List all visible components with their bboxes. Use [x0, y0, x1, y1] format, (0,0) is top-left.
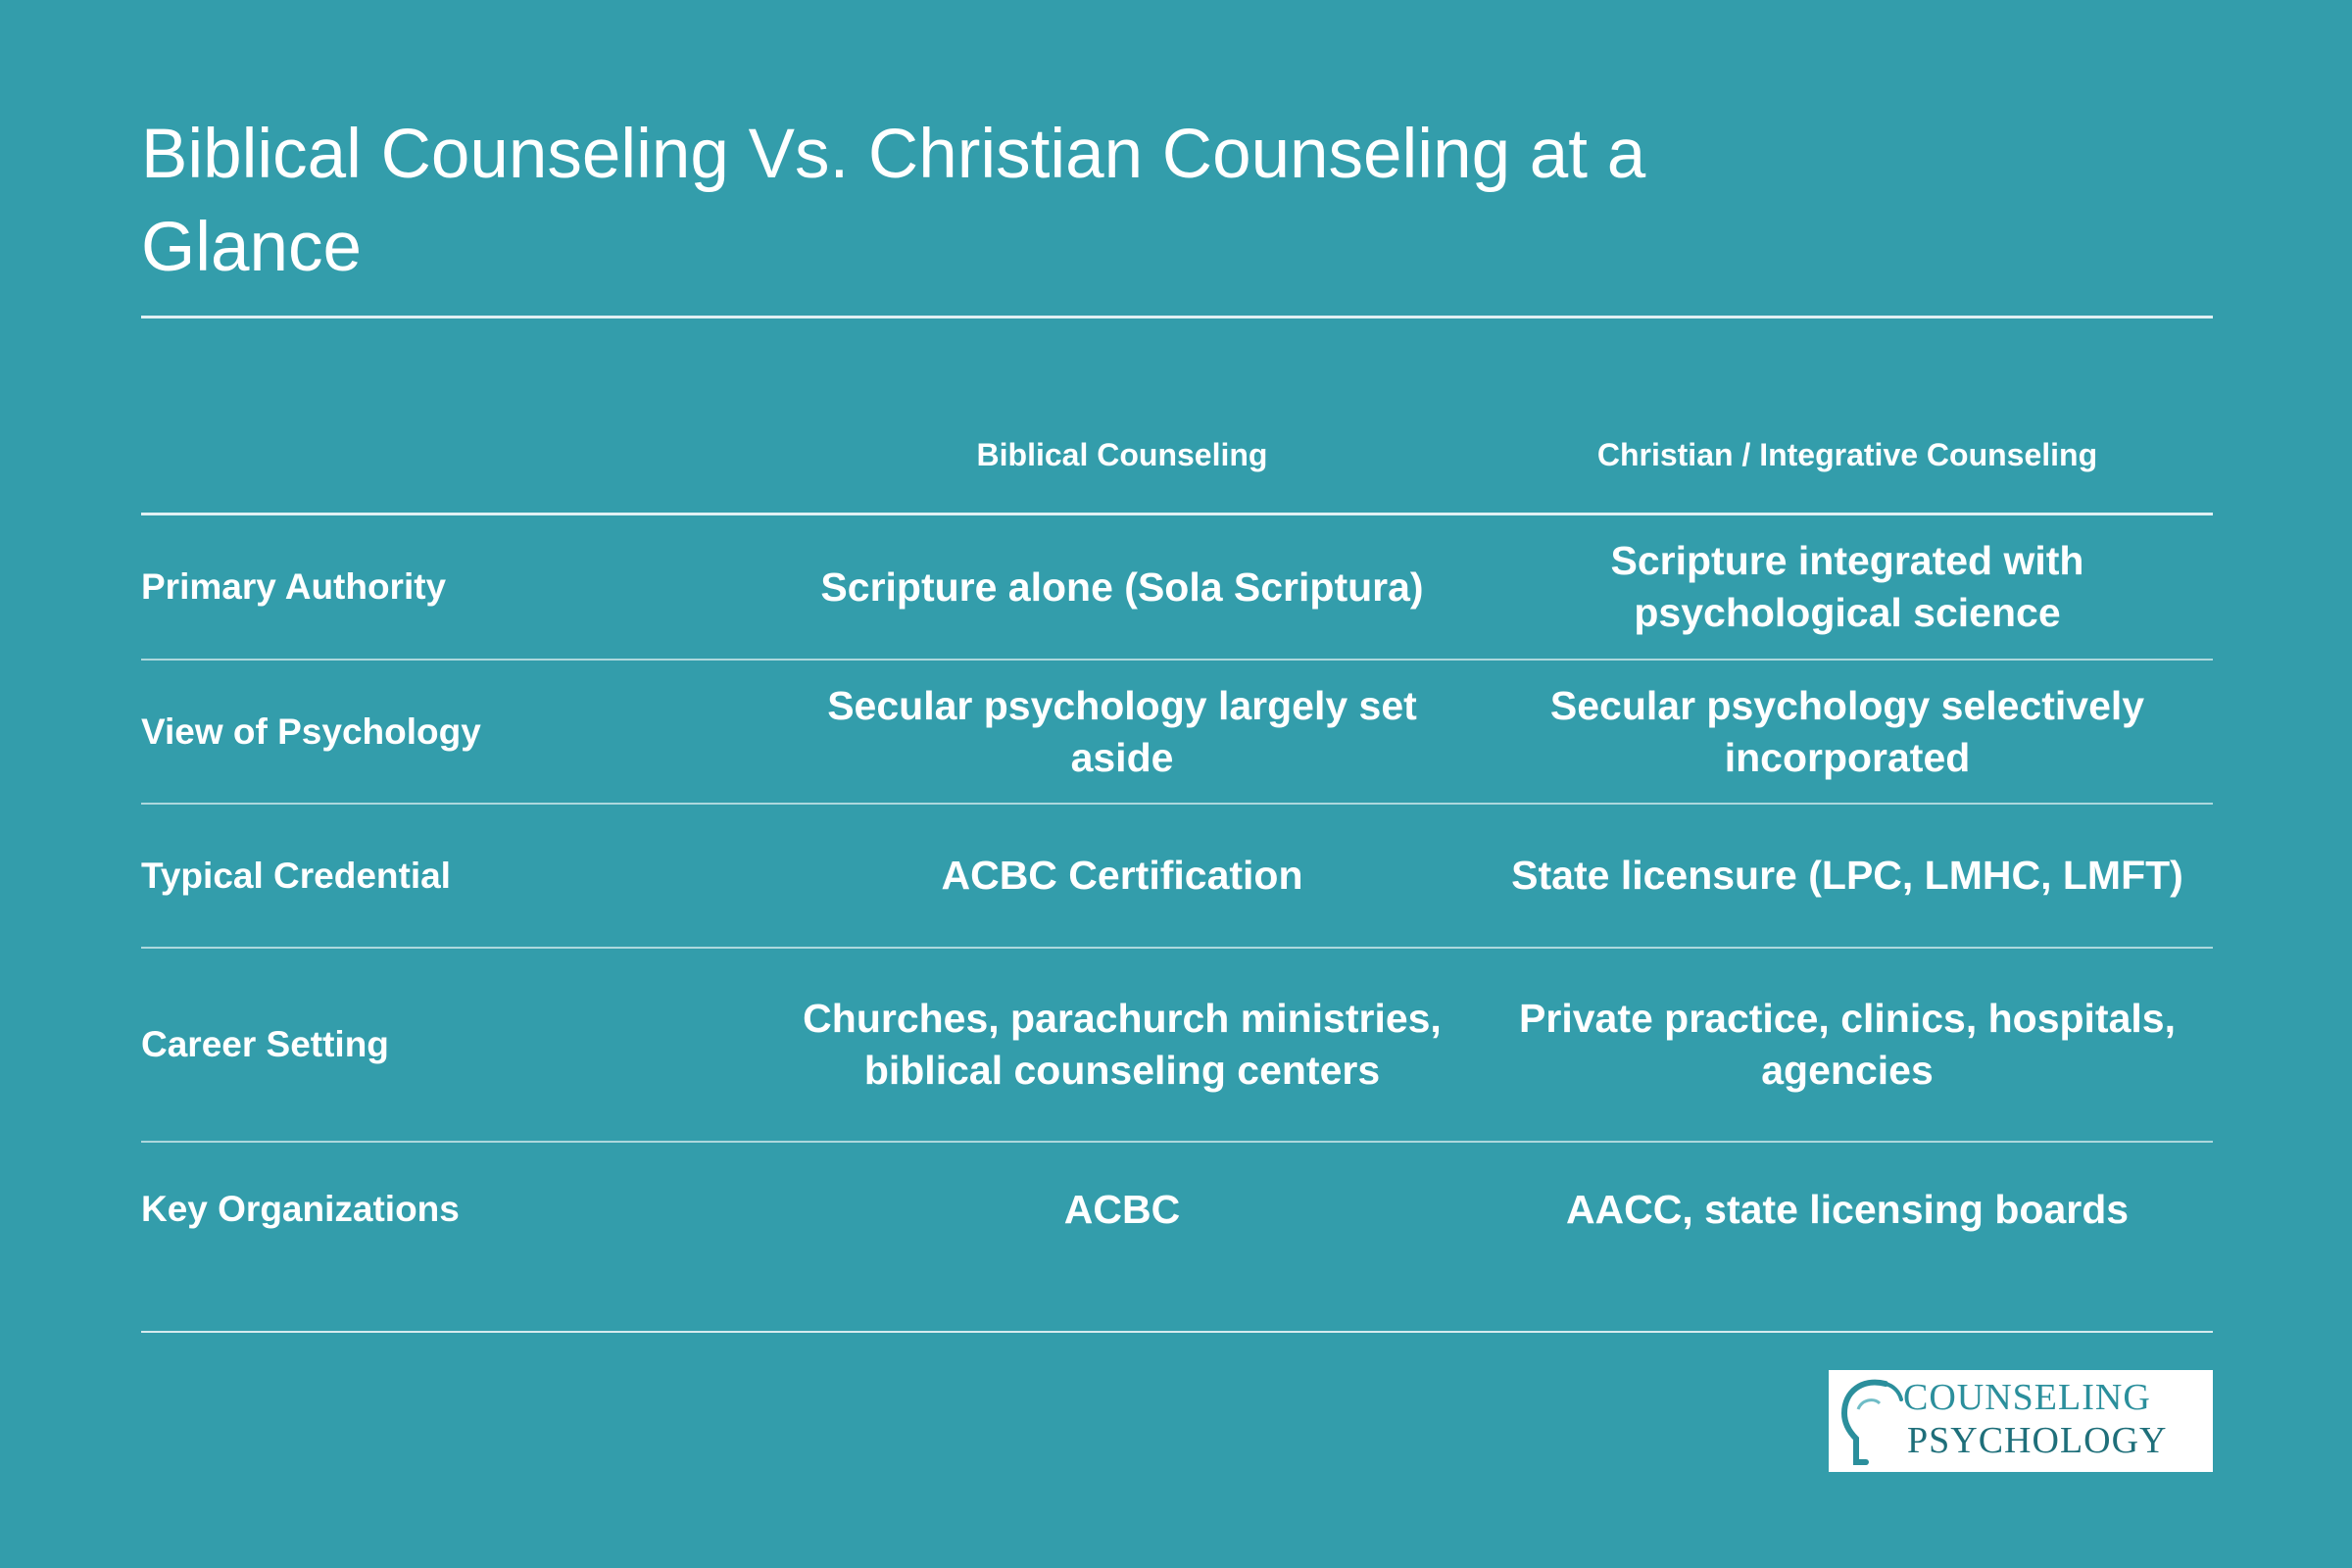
bottom-divider	[141, 1331, 2213, 1333]
cell-christian: State licensure (LPC, LMHC, LMFT)	[1511, 853, 2183, 898]
row-divider	[141, 947, 2213, 949]
logo-text-line1: COUNSELING	[1903, 1377, 2151, 1418]
header-divider	[141, 513, 2213, 515]
row-label: Career Setting	[141, 1024, 389, 1064]
cell-biblical: Scripture alone (Sola Scriptura)	[820, 564, 1424, 610]
row-divider	[141, 659, 2213, 661]
row-label: Primary Authority	[141, 566, 447, 607]
row-divider	[141, 1141, 2213, 1143]
table-row: Primary Authority Scripture alone (Sola …	[141, 515, 2213, 659]
cell-christian: Scripture integrated with psychological …	[1610, 538, 2084, 635]
cell-christian: AACC, state licensing boards	[1565, 1186, 2130, 1232]
head-profile-icon	[1840, 1379, 1903, 1465]
row-label: Key Organizations	[141, 1189, 460, 1229]
title-divider	[141, 316, 2213, 318]
logo-text-line2: PSYCHOLOGY	[1907, 1420, 2168, 1461]
cell-christian: Secular psychology selectively incorpora…	[1549, 682, 2145, 780]
cell-biblical: Churches, parachurch ministries, biblica…	[803, 996, 1442, 1093]
cell-biblical: ACBC	[1063, 1186, 1181, 1232]
row-divider	[141, 803, 2213, 805]
table-row: Career Setting Churches, parachurch mini…	[141, 949, 2213, 1141]
column-header-christian: Christian / Integrative Counseling	[1596, 437, 2098, 472]
counseling-psychology-logo: COUNSELING PSYCHOLOGY	[1829, 1370, 2213, 1472]
column-header-biblical: Biblical Counseling	[976, 437, 1268, 472]
cell-christian: Private practice, clinics, hospitals, ag…	[1519, 996, 2176, 1093]
row-label: View of Psychology	[141, 710, 481, 752]
page-title: Biblical Counseling Vs. Christian Counse…	[141, 116, 1646, 286]
cell-biblical: Secular psychology largely set aside	[827, 682, 1417, 780]
cell-biblical: ACBC Certification	[941, 853, 1303, 898]
row-label: Typical Credential	[141, 855, 451, 896]
table-row: View of Psychology Secular psychology la…	[141, 661, 2213, 803]
table-row: Key Organizations ACBC AACC, state licen…	[141, 1143, 2213, 1276]
table-row: Typical Credential ACBC Certification St…	[141, 805, 2213, 947]
